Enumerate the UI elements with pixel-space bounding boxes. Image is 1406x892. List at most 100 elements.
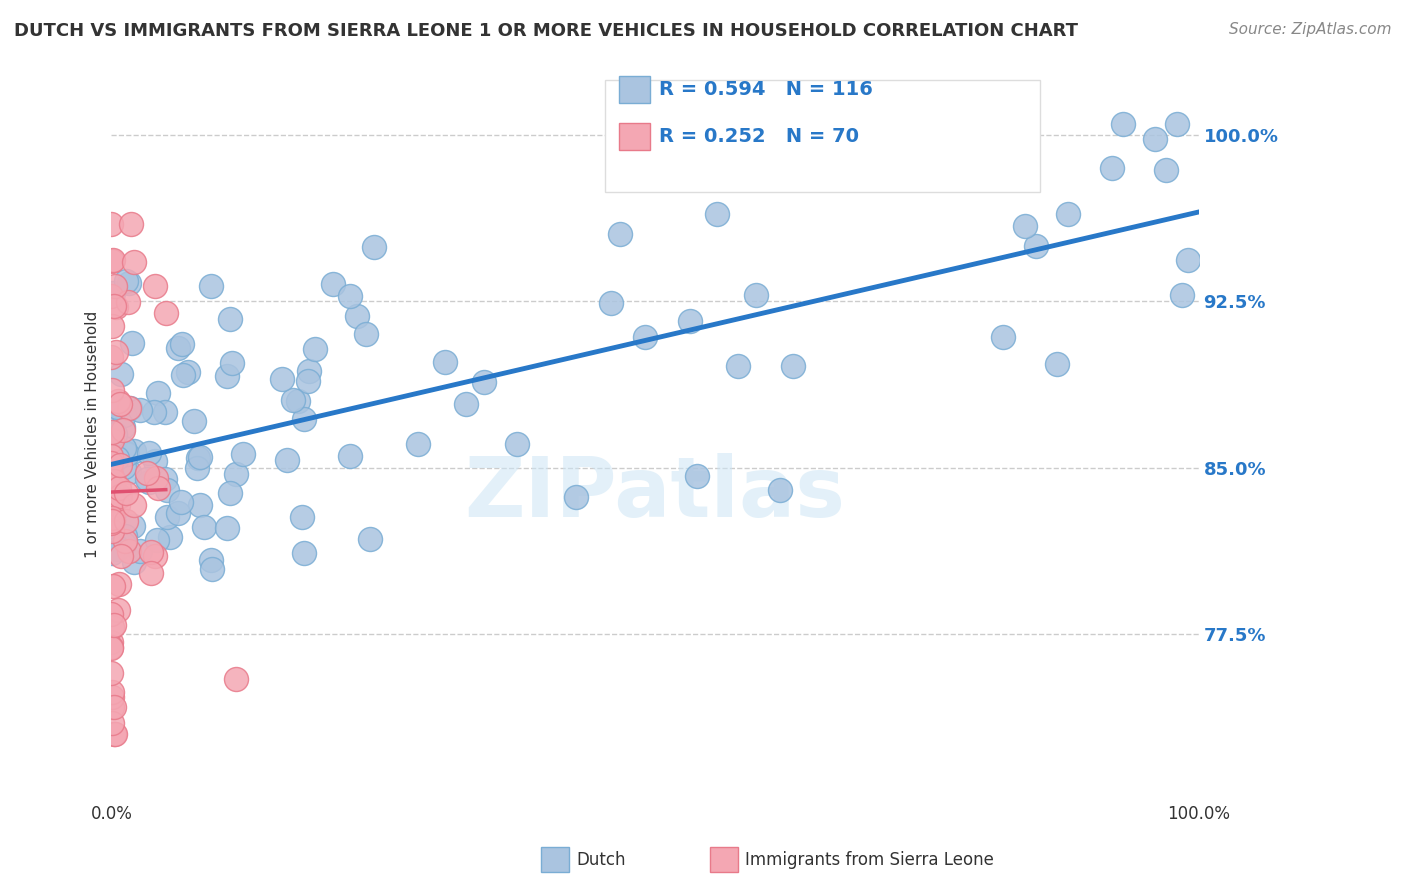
Point bbox=[143, 549, 166, 563]
Point bbox=[101, 511, 124, 525]
Point bbox=[103, 417, 125, 432]
Point bbox=[114, 537, 136, 551]
Point bbox=[104, 426, 127, 441]
Point bbox=[111, 423, 134, 437]
Point bbox=[292, 412, 315, 426]
Point bbox=[1057, 207, 1080, 221]
Point bbox=[100, 476, 122, 491]
Point bbox=[1101, 161, 1123, 175]
Point bbox=[101, 514, 124, 528]
Point bbox=[122, 518, 145, 533]
Point bbox=[225, 467, 247, 482]
Point bbox=[101, 254, 124, 268]
Point bbox=[101, 508, 124, 522]
Point bbox=[101, 433, 124, 447]
Point bbox=[100, 456, 122, 470]
Point bbox=[156, 483, 179, 497]
Point bbox=[100, 524, 122, 538]
Point bbox=[177, 365, 200, 379]
Point bbox=[110, 458, 132, 472]
Point bbox=[225, 672, 247, 686]
Point bbox=[142, 405, 165, 419]
Point bbox=[101, 579, 124, 593]
Point bbox=[100, 425, 122, 440]
Point bbox=[221, 356, 243, 370]
Point bbox=[105, 542, 128, 557]
Point bbox=[283, 393, 305, 408]
Point bbox=[200, 279, 222, 293]
Point bbox=[600, 295, 623, 310]
Point bbox=[634, 330, 657, 344]
Point bbox=[215, 369, 238, 384]
Point bbox=[105, 400, 128, 414]
Point bbox=[110, 549, 132, 563]
Point bbox=[100, 288, 122, 302]
Point bbox=[103, 727, 125, 741]
Point bbox=[112, 408, 135, 422]
Point bbox=[101, 383, 124, 397]
Text: ZIPatlas: ZIPatlas bbox=[464, 452, 845, 533]
Point bbox=[782, 359, 804, 373]
Text: DUTCH VS IMMIGRANTS FROM SIERRA LEONE 1 OR MORE VEHICLES IN HOUSEHOLD CORRELATIO: DUTCH VS IMMIGRANTS FROM SIERRA LEONE 1 … bbox=[14, 22, 1078, 40]
Point bbox=[103, 299, 125, 313]
Point bbox=[112, 441, 135, 455]
Point bbox=[114, 485, 136, 500]
Point bbox=[100, 449, 122, 463]
Point bbox=[100, 516, 122, 531]
Point bbox=[128, 403, 150, 417]
Point bbox=[115, 274, 138, 288]
Point bbox=[183, 414, 205, 428]
Point bbox=[103, 700, 125, 714]
Point bbox=[1166, 117, 1188, 131]
Point bbox=[143, 453, 166, 467]
Text: R = 0.594   N = 116: R = 0.594 N = 116 bbox=[659, 79, 873, 99]
Point bbox=[153, 472, 176, 486]
Point bbox=[454, 397, 477, 411]
Point bbox=[100, 641, 122, 656]
Point bbox=[115, 446, 138, 460]
Point bbox=[107, 498, 129, 512]
Point bbox=[136, 472, 159, 486]
Point bbox=[298, 364, 321, 378]
Point bbox=[1177, 252, 1199, 267]
Point bbox=[136, 467, 159, 481]
Point bbox=[138, 475, 160, 489]
Point bbox=[101, 700, 124, 714]
Point bbox=[122, 555, 145, 569]
Point bbox=[1171, 287, 1194, 301]
Point bbox=[101, 620, 124, 634]
Point bbox=[121, 335, 143, 350]
Point bbox=[100, 690, 122, 704]
Point bbox=[103, 513, 125, 527]
Point bbox=[322, 277, 344, 292]
Text: Dutch: Dutch bbox=[576, 851, 626, 869]
Point bbox=[187, 450, 209, 465]
Point bbox=[100, 635, 122, 649]
Point bbox=[101, 716, 124, 731]
Point bbox=[101, 470, 124, 484]
Point bbox=[434, 355, 457, 369]
Point bbox=[141, 545, 163, 559]
Point bbox=[111, 420, 134, 434]
Point bbox=[170, 495, 193, 509]
Point bbox=[146, 481, 169, 495]
Point bbox=[100, 666, 122, 681]
Point bbox=[146, 533, 169, 548]
Point bbox=[565, 490, 588, 504]
Point bbox=[193, 520, 215, 534]
Point bbox=[108, 481, 131, 495]
Point bbox=[103, 474, 125, 488]
Point bbox=[363, 240, 385, 254]
Point bbox=[155, 305, 177, 319]
Point bbox=[117, 294, 139, 309]
Point bbox=[104, 727, 127, 741]
Point bbox=[706, 207, 728, 221]
Point bbox=[1014, 219, 1036, 234]
Point bbox=[1111, 117, 1133, 131]
Point bbox=[105, 460, 128, 475]
Point bbox=[107, 576, 129, 591]
Point bbox=[122, 255, 145, 269]
Point bbox=[1046, 357, 1069, 371]
Point bbox=[159, 530, 181, 544]
Point bbox=[156, 510, 179, 524]
